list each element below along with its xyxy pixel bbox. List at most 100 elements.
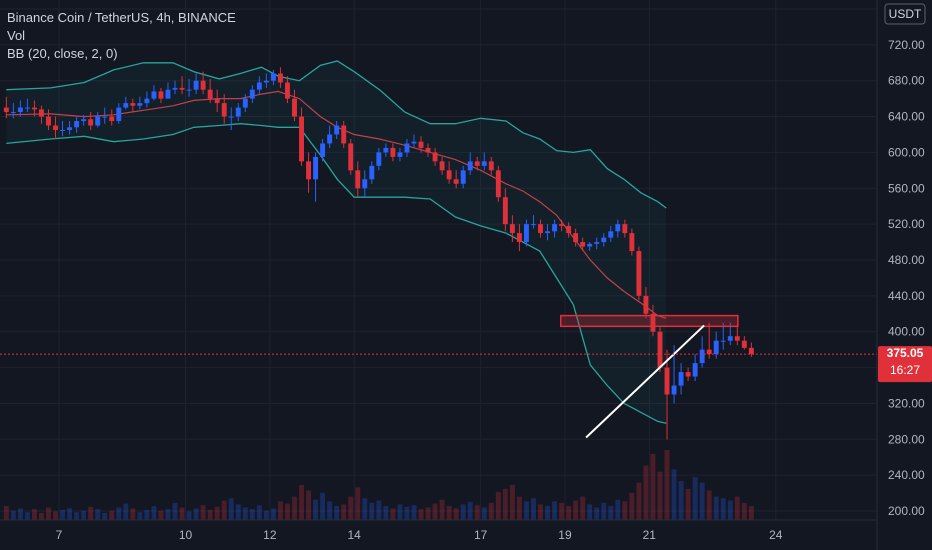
volume-bar <box>186 511 192 520</box>
currency-label: USDT <box>888 7 922 21</box>
candle-body <box>292 98 297 117</box>
volume-bar <box>383 506 389 520</box>
candle-body <box>748 347 754 355</box>
volume-bar <box>397 504 403 520</box>
volume-bar <box>81 510 87 520</box>
volume-bar <box>734 496 740 520</box>
volume-bar <box>39 513 44 520</box>
time-tick-label: 19 <box>558 528 572 542</box>
candle-body <box>228 116 234 118</box>
candle-body <box>207 89 213 99</box>
candle-body <box>341 125 347 144</box>
trendline[interactable] <box>585 324 705 439</box>
volume-bar <box>116 507 122 520</box>
volume-bar <box>664 450 670 520</box>
candle-body <box>285 82 290 99</box>
candle-body <box>559 224 565 226</box>
candle-body <box>242 98 248 108</box>
time-axis-labels[interactable]: 7 10 12 14 17 19 21 24 <box>56 528 783 542</box>
volume-bar <box>60 509 66 520</box>
volume-bar <box>425 507 431 520</box>
grid <box>0 0 877 520</box>
volume-bar <box>369 502 375 520</box>
volume-bar <box>580 496 586 520</box>
volume-bar <box>446 506 452 520</box>
candle-body <box>671 385 677 395</box>
volume-bar <box>123 503 129 520</box>
candle-body <box>24 107 30 109</box>
candle-body <box>453 179 459 184</box>
candle-body <box>74 121 80 128</box>
candle-body <box>439 161 445 171</box>
price-tick-label: 200.00 <box>888 504 925 518</box>
price-tick-label: 560.00 <box>888 181 925 195</box>
volume-bar <box>313 499 319 520</box>
candle-body <box>144 98 150 104</box>
price-tick-label: 240.00 <box>888 468 925 482</box>
candle-body <box>502 197 508 225</box>
candle-body <box>685 372 691 377</box>
candle-body <box>256 82 262 90</box>
volume-bar <box>748 506 754 520</box>
candle-body <box>39 109 44 117</box>
price-tick-label: 280.00 <box>888 432 925 446</box>
candle-body <box>397 152 403 157</box>
candle-body <box>277 73 283 83</box>
candle-body <box>425 147 431 153</box>
volume-bar <box>221 500 227 520</box>
resistance-box[interactable] <box>560 314 739 328</box>
candle-body <box>334 125 340 135</box>
volume-bar <box>151 506 157 520</box>
candle-body <box>594 242 600 244</box>
candle-body <box>348 143 354 171</box>
candle-body <box>706 349 712 355</box>
candle-body <box>186 89 192 91</box>
volume-bar <box>594 507 600 520</box>
candle-countdown: 16:27 <box>889 363 921 378</box>
volume-bar <box>404 506 410 520</box>
currency-badge[interactable] <box>884 3 926 25</box>
volume-bar <box>643 465 649 520</box>
candle-body <box>727 336 733 341</box>
bollinger-indicator-label[interactable]: BB (20, close, 2, 0) <box>7 46 118 61</box>
candles <box>3 67 754 440</box>
volume-bar <box>650 453 656 520</box>
volume-bar <box>179 507 185 520</box>
volume-bar <box>299 485 304 520</box>
volume-bar <box>193 508 199 520</box>
volume-bar <box>509 485 515 520</box>
candle-body <box>179 87 185 90</box>
volume-bar <box>706 490 712 520</box>
candle-body <box>165 89 171 99</box>
volume-bar <box>109 510 115 520</box>
candle-body <box>137 103 143 106</box>
candle-body <box>692 363 698 377</box>
symbol-title[interactable]: Binance Coin / TetherUS, 4h, BINANCE <box>7 10 236 25</box>
candle-body <box>650 313 656 332</box>
candle-body <box>221 103 227 117</box>
price-tick-label: 520.00 <box>888 217 925 231</box>
bollinger-fill <box>6 61 667 424</box>
candle-body <box>10 112 16 114</box>
volume-indicator-label[interactable]: Vol <box>7 28 26 43</box>
volume-bar <box>622 501 628 520</box>
price-tick-label: 440.00 <box>888 289 925 303</box>
price-tick-label: 480.00 <box>888 253 925 267</box>
volume-bar <box>341 504 347 520</box>
price-axis-panel[interactable] <box>877 0 932 550</box>
volume-bar <box>144 509 150 520</box>
price-tick-label: 320.00 <box>888 396 925 410</box>
candle-body <box>580 242 586 247</box>
volume-bar <box>692 477 698 520</box>
candle-body <box>545 231 550 234</box>
candle-body <box>664 367 670 395</box>
candle-body <box>17 107 23 113</box>
time-tick-label: 17 <box>474 528 488 542</box>
time-tick-label: 10 <box>179 528 193 542</box>
volume-bar <box>95 509 101 520</box>
candle-body <box>573 233 579 243</box>
candle-body <box>88 119 94 126</box>
volume-bar <box>685 488 691 520</box>
